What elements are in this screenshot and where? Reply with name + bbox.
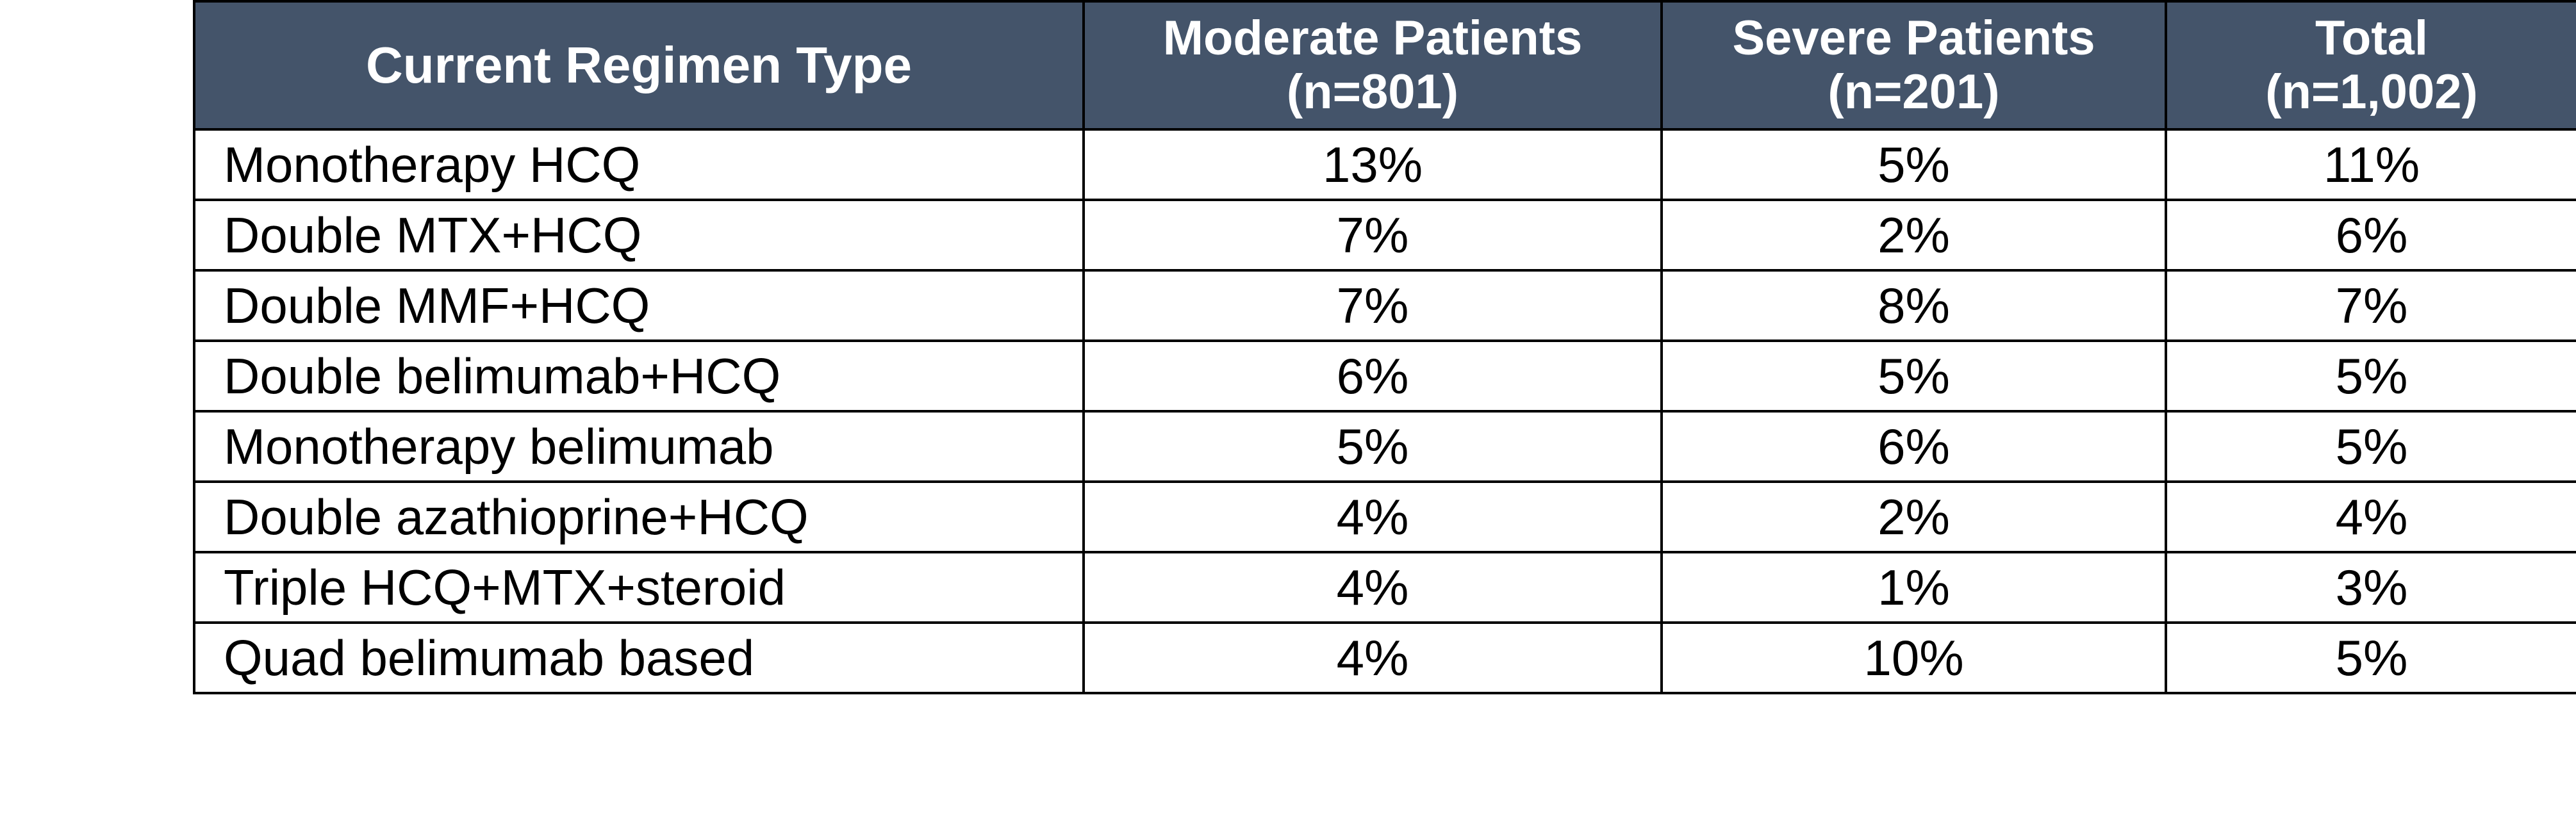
regimen-cell: Quad belimumab based xyxy=(193,621,1085,694)
regimen-cell: Double MTX+HCQ xyxy=(193,199,1085,272)
header-moderate-patients: Moderate Patients (n=801) xyxy=(1082,0,1663,131)
total-cell: 6% xyxy=(2165,199,2576,272)
table-header: Current Regimen Type Moderate Patients (… xyxy=(193,0,2576,131)
table-row: Double MTX+HCQ 7% 2% 6% xyxy=(193,199,2576,272)
total-cell: 3% xyxy=(2165,551,2576,624)
header-severe-patients: Severe Patients (n=201) xyxy=(1660,0,2167,131)
header-regimen-type: Current Regimen Type xyxy=(193,0,1085,131)
table-row: Double MMF+HCQ 7% 8% 7% xyxy=(193,269,2576,342)
severe-cell: 2% xyxy=(1660,199,2167,272)
moderate-cell: 5% xyxy=(1082,410,1663,483)
table-row: Triple HCQ+MTX+steroid 4% 1% 3% xyxy=(193,551,2576,624)
regimen-cell: Double belimumab+HCQ xyxy=(193,339,1085,413)
moderate-cell: 6% xyxy=(1082,339,1663,413)
regimen-cell: Monotherapy belimumab xyxy=(193,410,1085,483)
regimen-table-container: Current Regimen Type Moderate Patients (… xyxy=(193,0,2576,694)
header-row: Current Regimen Type Moderate Patients (… xyxy=(193,0,2576,131)
header-total: Total (n=1,002) xyxy=(2165,0,2576,131)
table-row: Quad belimumab based 4% 10% 5% xyxy=(193,621,2576,694)
moderate-cell: 4% xyxy=(1082,621,1663,694)
header-severe-label: Severe Patients xyxy=(1732,11,2095,65)
moderate-cell: 13% xyxy=(1082,128,1663,201)
severe-cell: 6% xyxy=(1660,410,2167,483)
total-cell: 11% xyxy=(2165,128,2576,201)
header-regimen-label: Current Regimen Type xyxy=(366,37,912,94)
table-row: Monotherapy HCQ 13% 5% 11% xyxy=(193,128,2576,201)
header-total-count: (n=1,002) xyxy=(2265,65,2478,119)
table-row: Double azathioprine+HCQ 4% 2% 4% xyxy=(193,480,2576,553)
severe-cell: 2% xyxy=(1660,480,2167,553)
regimen-cell: Triple HCQ+MTX+steroid xyxy=(193,551,1085,624)
severe-cell: 10% xyxy=(1660,621,2167,694)
moderate-cell: 7% xyxy=(1082,199,1663,272)
severe-cell: 5% xyxy=(1660,339,2167,413)
regimen-cell: Double MMF+HCQ xyxy=(193,269,1085,342)
regimen-cell: Double azathioprine+HCQ xyxy=(193,480,1085,553)
header-total-label: Total xyxy=(2315,11,2428,65)
severe-cell: 5% xyxy=(1660,128,2167,201)
severe-cell: 1% xyxy=(1660,551,2167,624)
header-moderate-label: Moderate Patients xyxy=(1162,11,1583,65)
table-row: Monotherapy belimumab 5% 6% 5% xyxy=(193,410,2576,483)
table-row: Double belimumab+HCQ 6% 5% 5% xyxy=(193,339,2576,413)
total-cell: 5% xyxy=(2165,339,2576,413)
moderate-cell: 4% xyxy=(1082,551,1663,624)
total-cell: 5% xyxy=(2165,621,2576,694)
moderate-cell: 4% xyxy=(1082,480,1663,553)
regimen-cell: Monotherapy HCQ xyxy=(193,128,1085,201)
moderate-cell: 7% xyxy=(1082,269,1663,342)
total-cell: 5% xyxy=(2165,410,2576,483)
total-cell: 7% xyxy=(2165,269,2576,342)
regimen-table: Current Regimen Type Moderate Patients (… xyxy=(193,0,2576,694)
header-moderate-count: (n=801) xyxy=(1286,65,1459,119)
table-body: Monotherapy HCQ 13% 5% 11% Double MTX+HC… xyxy=(193,128,2576,694)
total-cell: 4% xyxy=(2165,480,2576,553)
header-severe-count: (n=201) xyxy=(1828,65,2000,119)
severe-cell: 8% xyxy=(1660,269,2167,342)
